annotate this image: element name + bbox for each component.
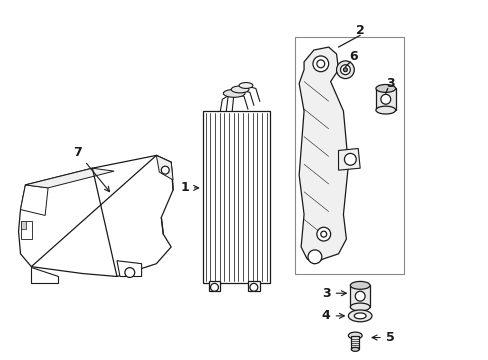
Circle shape [355, 291, 365, 301]
Ellipse shape [349, 282, 369, 289]
Polygon shape [31, 267, 58, 283]
Ellipse shape [231, 86, 248, 93]
Ellipse shape [353, 313, 366, 319]
Ellipse shape [375, 85, 395, 93]
Circle shape [340, 65, 349, 75]
Bar [208, 282, 220, 291]
Circle shape [380, 94, 390, 104]
Ellipse shape [223, 89, 244, 97]
Circle shape [316, 227, 330, 241]
Circle shape [307, 250, 321, 264]
Text: 5: 5 [371, 331, 394, 344]
Ellipse shape [239, 82, 252, 89]
Bar [202, 111, 269, 283]
Circle shape [210, 283, 218, 291]
Polygon shape [117, 261, 142, 276]
Polygon shape [20, 185, 48, 215]
Ellipse shape [347, 310, 371, 322]
Polygon shape [299, 47, 347, 264]
Circle shape [161, 166, 169, 174]
Bar [247, 282, 259, 291]
Text: 3: 3 [386, 77, 394, 90]
Bar [20, 221, 26, 229]
Circle shape [344, 153, 356, 165]
Bar [349, 285, 369, 307]
Polygon shape [156, 156, 173, 180]
Text: 6: 6 [348, 50, 357, 63]
Ellipse shape [375, 106, 395, 114]
Circle shape [249, 283, 257, 291]
Bar [375, 89, 395, 110]
Ellipse shape [349, 303, 369, 311]
Text: 7: 7 [73, 146, 109, 192]
Text: 3: 3 [322, 287, 346, 300]
Circle shape [124, 267, 135, 278]
Circle shape [312, 56, 328, 72]
Polygon shape [338, 148, 360, 170]
Circle shape [336, 61, 353, 78]
Text: 2: 2 [355, 24, 364, 37]
Bar [295, 37, 403, 274]
Ellipse shape [347, 332, 362, 339]
Bar [350, 336, 359, 349]
Polygon shape [19, 156, 173, 276]
Polygon shape [25, 168, 114, 188]
Bar [20, 221, 32, 239]
Text: 4: 4 [321, 309, 344, 322]
Circle shape [343, 68, 346, 72]
Ellipse shape [350, 347, 359, 351]
Text: 1: 1 [180, 181, 198, 194]
